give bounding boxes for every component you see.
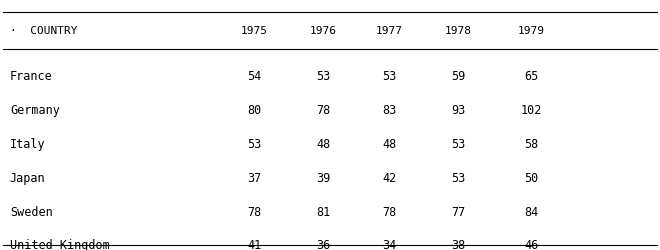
Text: 81: 81 [316,205,331,218]
Text: Japan: Japan [10,171,46,184]
Text: 50: 50 [524,171,539,184]
Text: France: France [10,70,53,83]
Text: 1976: 1976 [310,26,337,36]
Text: 59: 59 [451,70,466,83]
Text: 48: 48 [382,137,397,150]
Text: 36: 36 [316,238,331,250]
Text: 37: 37 [247,171,261,184]
Text: 102: 102 [521,104,542,117]
Text: 78: 78 [382,205,397,218]
Text: 41: 41 [247,238,261,250]
Text: 53: 53 [316,70,331,83]
Text: 83: 83 [382,104,397,117]
Text: 1977: 1977 [376,26,403,36]
Text: 39: 39 [316,171,331,184]
Text: 1975: 1975 [241,26,267,36]
Text: 42: 42 [382,171,397,184]
Text: Sweden: Sweden [10,205,53,218]
Text: 53: 53 [451,137,466,150]
Text: 1979: 1979 [518,26,544,36]
Text: 77: 77 [451,205,466,218]
Text: 65: 65 [524,70,539,83]
Text: 48: 48 [316,137,331,150]
Text: 58: 58 [524,137,539,150]
Text: 54: 54 [247,70,261,83]
Text: 46: 46 [524,238,539,250]
Text: Italy: Italy [10,137,46,150]
Text: 1978: 1978 [446,26,472,36]
Text: 84: 84 [524,205,539,218]
Text: Germany: Germany [10,104,60,117]
Text: ·  COUNTRY: · COUNTRY [10,26,77,36]
Text: 53: 53 [247,137,261,150]
Text: 80: 80 [247,104,261,117]
Text: 34: 34 [382,238,397,250]
Text: 93: 93 [451,104,466,117]
Text: 38: 38 [451,238,466,250]
Text: 53: 53 [382,70,397,83]
Text: 53: 53 [451,171,466,184]
Text: 78: 78 [247,205,261,218]
Text: 78: 78 [316,104,331,117]
Text: United Kingdom: United Kingdom [10,238,110,250]
